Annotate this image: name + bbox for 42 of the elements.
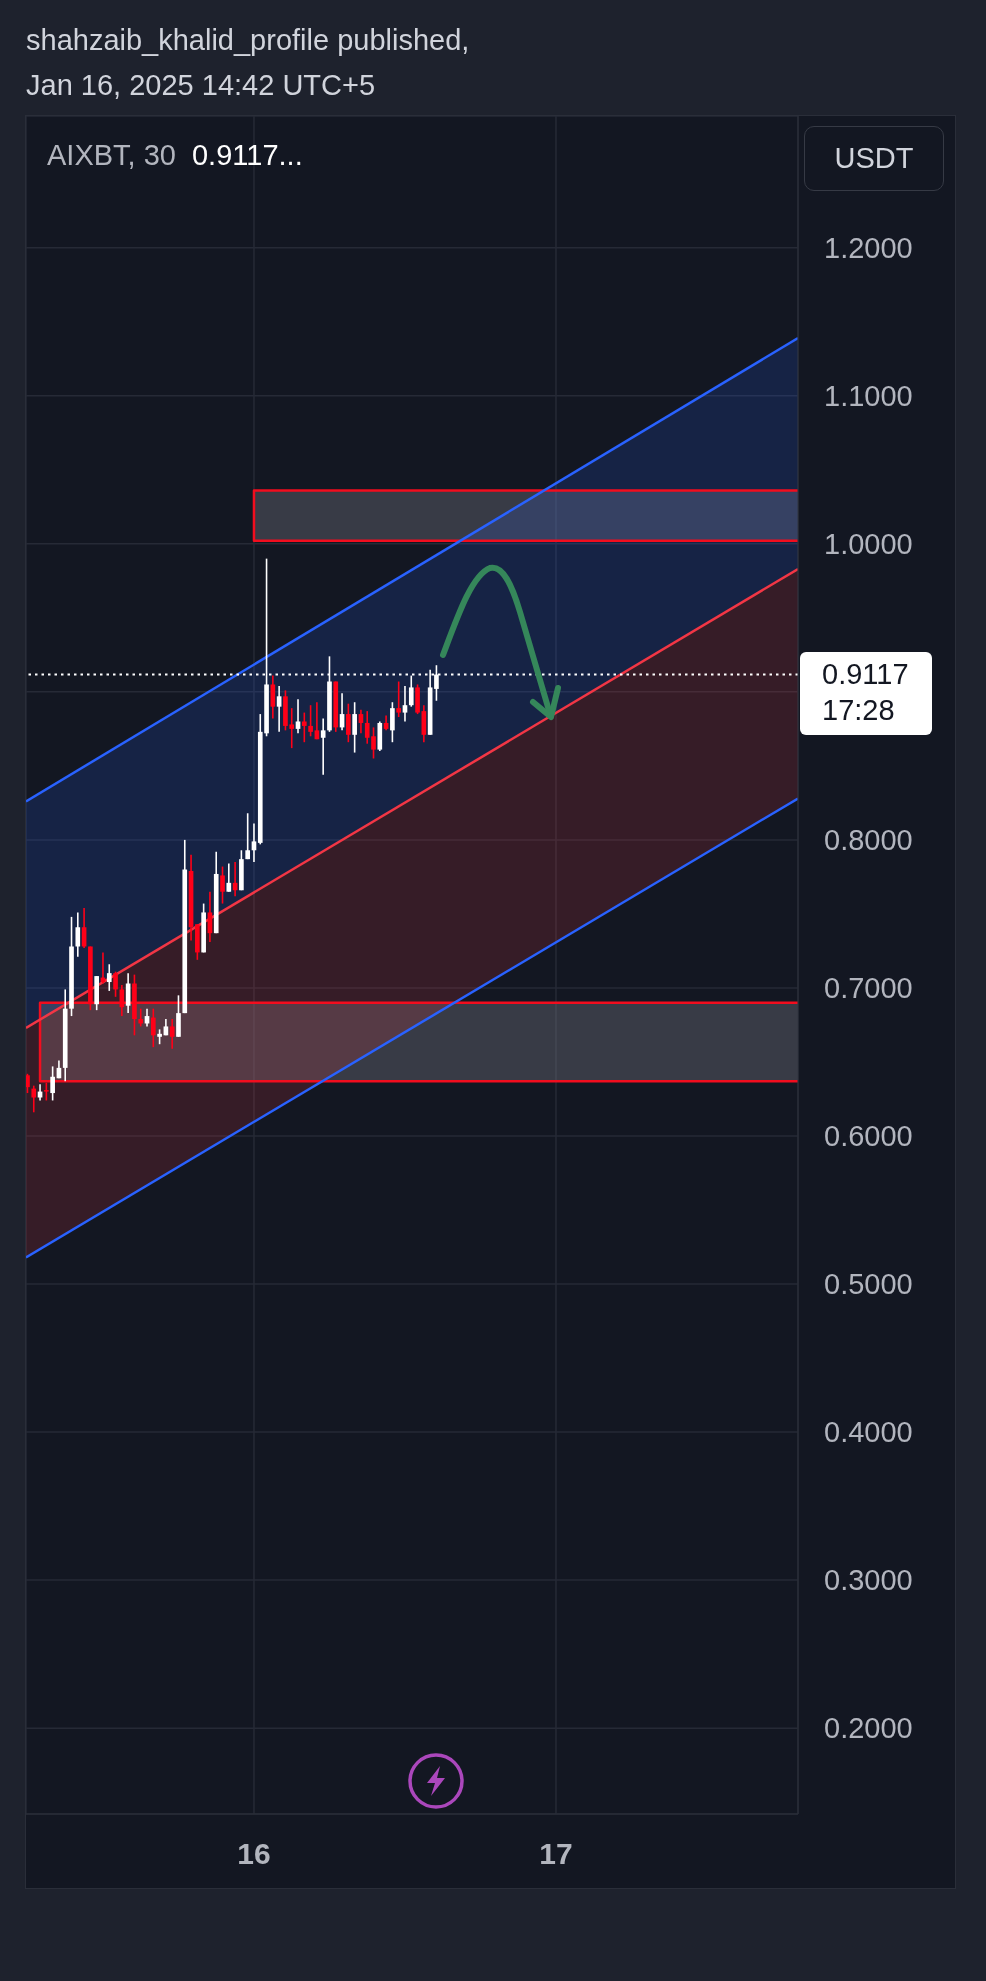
y-tick-label: 0.7000 [824, 972, 913, 1005]
candlestick [169, 1018, 175, 1050]
y-tick-label: 0.2000 [824, 1712, 913, 1745]
candlestick [245, 812, 251, 860]
candlestick [113, 970, 118, 998]
candlestick [308, 704, 313, 738]
candlestick [295, 698, 301, 735]
candlestick [346, 702, 351, 743]
candlestick [150, 1007, 156, 1048]
y-tick-label: 0.3000 [824, 1564, 913, 1597]
candlestick [138, 1007, 144, 1028]
y-tick-label: 0.4000 [824, 1416, 913, 1449]
y-axis-title: USDT [834, 142, 914, 175]
candlestick [390, 701, 395, 743]
y-tick-label: 1.0000 [824, 527, 913, 560]
candlestick [301, 711, 307, 743]
candlestick [26, 1073, 30, 1094]
ref-line-label: 0.9117 17:28 [800, 651, 932, 735]
x-tick-label: 17 [539, 1836, 573, 1870]
y-tick-label: 0.6000 [824, 1120, 913, 1153]
text: AIXBT, 30 [47, 139, 176, 171]
text: Jan 16, 2025 14:42 UTC+5 [26, 69, 376, 101]
candlestick [320, 717, 326, 776]
candlestick [226, 862, 232, 893]
candlestick [31, 1084, 37, 1114]
candlestick [50, 1065, 55, 1102]
candlestick [106, 963, 112, 992]
candlestick [220, 865, 225, 905]
candlestick [176, 994, 181, 1038]
candlestick [75, 911, 81, 958]
text: shahzaib_khalid_profile published, [26, 24, 470, 56]
candlestick [402, 685, 408, 723]
y-tick-label: 0.5000 [824, 1268, 913, 1301]
candlestick [396, 680, 402, 718]
y-tick-label: 1.1000 [824, 379, 913, 412]
y-tick-label: 0.8000 [824, 824, 913, 857]
candlestick [352, 701, 357, 754]
y-tick-label: 1.2000 [824, 231, 913, 264]
candlestick [276, 685, 282, 733]
x-tick-label: 16 [237, 1836, 271, 1870]
candlestick [408, 674, 414, 708]
text: 0.9117... [191, 139, 303, 171]
